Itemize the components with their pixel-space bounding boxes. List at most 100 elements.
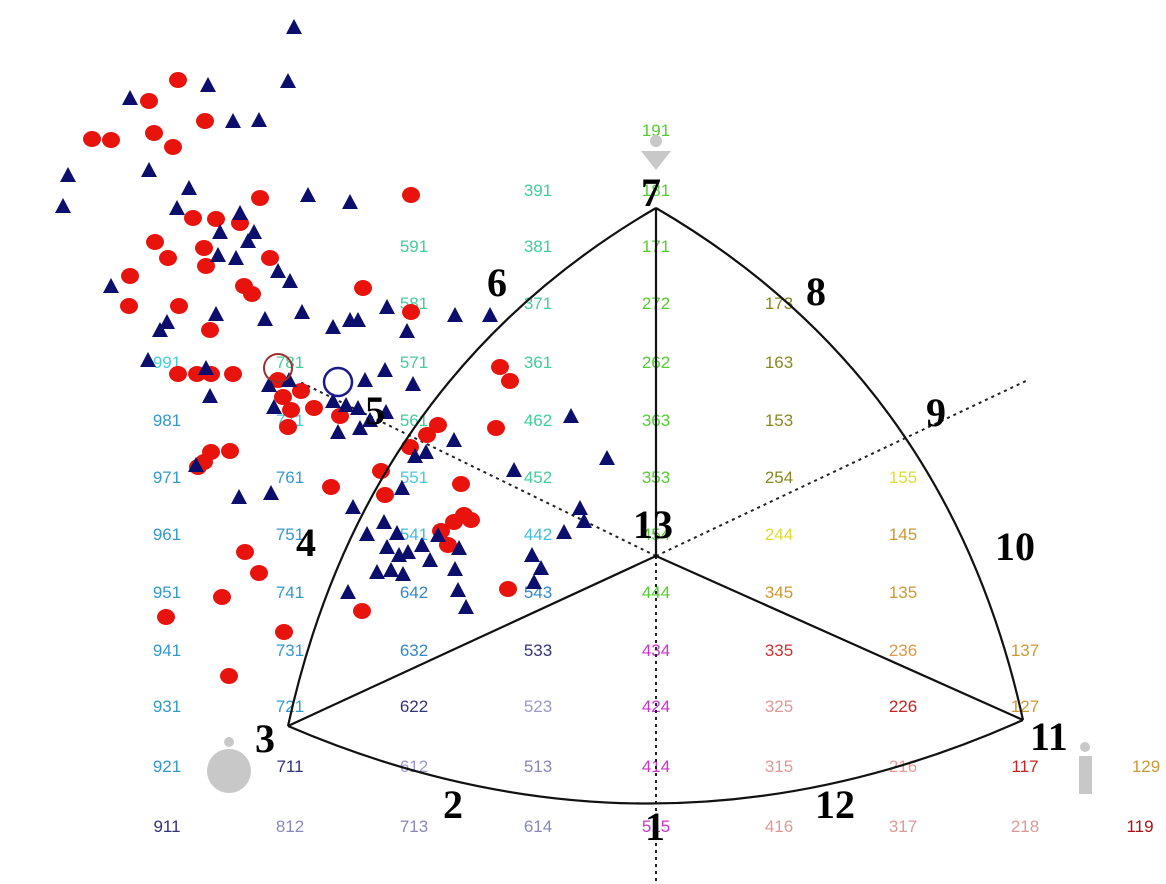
blue-triangle-marker: [122, 90, 138, 105]
red-circle-marker: [275, 624, 293, 640]
blue-triangle-marker: [376, 514, 392, 529]
code-label: 551: [400, 468, 428, 487]
triangle-down-icon: [641, 135, 671, 170]
code-label: 751: [276, 525, 304, 544]
code-label: 622: [400, 697, 428, 716]
arc-bottom: [287, 718, 1024, 805]
code-label: 515: [642, 817, 670, 836]
vertex-label-6: 6: [487, 260, 507, 305]
blue-triangle-marker: [246, 224, 262, 239]
code-label: 155: [889, 468, 917, 487]
blue-triangle-marker: [369, 564, 385, 579]
blue-triangle-marker: [400, 544, 416, 559]
vertex-label-13: 13: [633, 502, 673, 547]
code-label: 533: [524, 641, 552, 660]
blue-triangle-marker: [342, 194, 358, 209]
code-label: 181: [642, 181, 670, 200]
code-label: 921: [153, 757, 181, 776]
blue-triangle-marker: [430, 527, 446, 542]
red-circle-marker: [372, 463, 390, 479]
blue-triangle-marker: [379, 539, 395, 554]
blue-triangle-marker: [362, 412, 378, 427]
red-circle-marker: [83, 131, 101, 147]
red-circle-marker: [120, 298, 138, 314]
red-circle-marker: [354, 280, 372, 296]
blue-triangle-marker: [340, 584, 356, 599]
blue-triangle-marker: [240, 233, 256, 248]
code-label: 761: [276, 468, 304, 487]
blue-triangle-marker: [350, 312, 366, 327]
vertex-label-9: 9: [926, 390, 946, 435]
blue-triangle-marker: [210, 247, 226, 262]
red-circle-marker: [196, 113, 214, 129]
red-circle-marker: [499, 581, 517, 597]
red-circle-marker: [282, 402, 300, 418]
blue-triangle-marker: [282, 273, 298, 288]
red-circle-marker: [221, 443, 239, 459]
arc-left: [286, 207, 657, 727]
blue-triangle-marker: [399, 323, 415, 338]
blue-triangle-marker: [394, 480, 410, 495]
blue-triangle-marker: [270, 263, 286, 278]
blue-triangle-marker: [103, 278, 119, 293]
blue-triangle-marker: [325, 393, 341, 408]
blue-triangle-marker: [257, 311, 273, 326]
code-label: 434: [642, 641, 670, 660]
code-label: 254: [765, 468, 793, 487]
blue-triangle-marker: [152, 322, 168, 337]
code-label: 216: [889, 757, 917, 776]
red-circle-marker: [274, 389, 292, 405]
red-circle-marker: [376, 487, 394, 503]
red-circle-marker: [207, 211, 225, 227]
code-label: 812: [276, 817, 304, 836]
blue-triangle-marker: [55, 198, 71, 213]
arc-right: [655, 207, 1025, 721]
code-label: 731: [276, 641, 304, 660]
code-label: 119: [1126, 817, 1153, 836]
vertex-label-4: 4: [296, 520, 316, 565]
red-circle-marker: [243, 286, 261, 302]
blue-triangle-marker: [263, 485, 279, 500]
code-label: 129: [1132, 757, 1160, 776]
red-circle-marker: [159, 250, 177, 266]
spoke-left: [287, 555, 657, 727]
vertex-label-1: 1: [645, 804, 665, 849]
blue-triangle-marker: [482, 307, 498, 322]
blue-triangle-marker: [418, 444, 434, 459]
blue-triangle-marker: [395, 566, 411, 581]
code-label: 741: [276, 583, 304, 602]
blue-triangle-marker: [202, 388, 218, 403]
blue-triangle-marker: [300, 187, 316, 202]
blue-triangle-marker: [405, 376, 421, 391]
red-circle-marker: [251, 190, 269, 206]
blue-triangle-marker: [251, 112, 267, 127]
code-label: 424: [642, 697, 670, 716]
vertex-label-7: 7: [641, 170, 661, 215]
red-circle-marker: [402, 304, 420, 320]
blue-triangle-marker: [506, 462, 522, 477]
code-label: 591: [400, 237, 428, 256]
code-label: 145: [889, 525, 917, 544]
vertex-label-11: 11: [1030, 714, 1068, 759]
blue-triangle-marker: [188, 457, 204, 472]
blue-triangle-marker: [599, 450, 615, 465]
blue-triangle-marker: [286, 19, 302, 34]
red-circle-marker: [491, 359, 509, 375]
code-label: 462: [524, 411, 552, 430]
code-label: 911: [153, 817, 180, 836]
vertex-label-12: 12: [815, 782, 855, 827]
red-circle-marker: [224, 366, 242, 382]
vertex-label-5: 5: [365, 388, 385, 433]
vertex-label-3: 3: [255, 716, 275, 761]
blue-triangle-marker: [414, 537, 430, 552]
blue-triangle-marker: [232, 205, 248, 220]
red-circle-marker: [305, 400, 323, 416]
red-circle-marker: [322, 479, 340, 495]
blue-triangle-marker: [200, 77, 216, 92]
open-circle-red: [263, 353, 293, 383]
blue-triangle-marker: [345, 499, 361, 514]
blue-triangle-marker: [208, 306, 224, 321]
red-circle-marker: [184, 210, 202, 226]
code-label: 711: [276, 757, 303, 776]
